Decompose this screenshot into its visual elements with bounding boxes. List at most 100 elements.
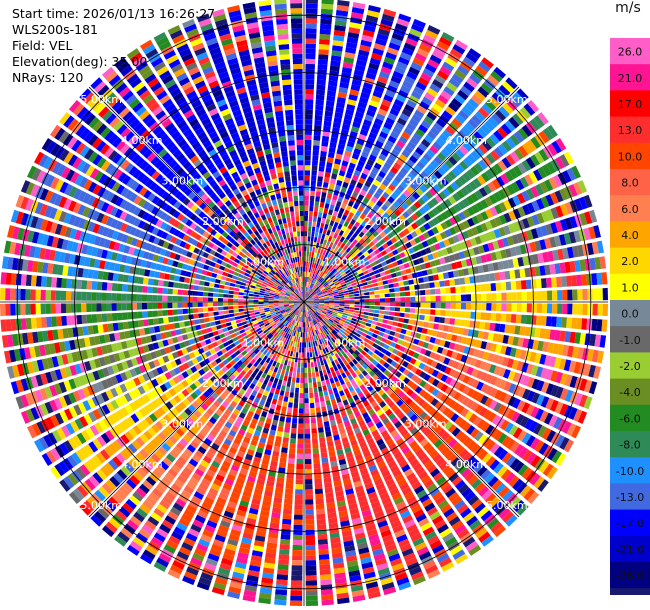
velocity-gate <box>154 435 164 445</box>
velocity-gate <box>213 478 223 487</box>
velocity-gate <box>283 320 288 326</box>
velocity-gate <box>332 348 337 355</box>
velocity-gate <box>576 347 584 360</box>
velocity-gate <box>495 109 507 122</box>
velocity-gate <box>305 570 317 576</box>
velocity-gate <box>493 462 504 474</box>
velocity-gate <box>261 577 274 584</box>
velocity-gate <box>302 317 304 323</box>
velocity-gate <box>309 301 315 302</box>
velocity-gate <box>122 482 134 493</box>
velocity-gate <box>373 43 386 51</box>
velocity-gate <box>399 252 406 259</box>
velocity-gate <box>359 263 366 269</box>
velocity-gate <box>305 595 318 601</box>
velocity-gate <box>383 254 390 261</box>
velocity-gate <box>308 297 314 301</box>
velocity-gate <box>313 140 320 146</box>
velocity-gate <box>305 119 313 125</box>
velocity-gate <box>274 325 279 331</box>
velocity-gate <box>529 241 537 253</box>
velocity-gate <box>56 427 67 440</box>
velocity-gate <box>563 439 574 453</box>
velocity-gate <box>151 368 160 377</box>
velocity-gate <box>327 279 333 284</box>
velocity-gate <box>354 302 360 305</box>
velocity-gate <box>279 544 290 550</box>
velocity-gate <box>438 191 447 200</box>
velocity-gate <box>335 283 341 288</box>
velocity-gate <box>399 307 406 312</box>
velocity-gate <box>433 170 443 180</box>
velocity-gate <box>205 451 215 460</box>
velocity-gate <box>392 70 404 80</box>
velocity-gate <box>318 544 329 550</box>
velocity-gate <box>305 48 316 54</box>
velocity-gate <box>351 517 362 525</box>
velocity-gate <box>500 123 512 135</box>
velocity-gate <box>281 406 287 412</box>
velocity-gate <box>312 331 315 337</box>
velocity-gate <box>223 510 234 519</box>
velocity-gate <box>412 462 423 472</box>
velocity-gate <box>331 323 337 328</box>
velocity-gate <box>309 352 313 358</box>
velocity-gate <box>371 215 379 223</box>
velocity-gate <box>126 544 140 556</box>
velocity-gate <box>259 339 265 345</box>
velocity-gate <box>343 221 350 228</box>
velocity-gate <box>470 150 481 161</box>
velocity-gate <box>374 118 384 126</box>
velocity-gate <box>339 343 345 349</box>
velocity-gate <box>336 332 342 338</box>
velocity-gate <box>322 342 327 349</box>
velocity-gate <box>43 434 53 448</box>
velocity-gate <box>242 384 249 391</box>
velocity-gate <box>366 586 380 594</box>
velocity-gate <box>293 309 298 314</box>
velocity-gate <box>444 198 453 208</box>
velocity-gate <box>329 231 335 237</box>
velocity-gate <box>365 334 372 340</box>
velocity-gate <box>250 466 259 473</box>
velocity-gate <box>470 401 479 412</box>
velocity-gate <box>434 194 443 203</box>
velocity-gate <box>231 425 239 433</box>
velocity-gate <box>340 520 350 527</box>
velocity-gate <box>296 310 300 316</box>
velocity-gate <box>53 397 63 410</box>
velocity-gate <box>409 313 415 319</box>
velocity-gate <box>331 261 336 267</box>
velocity-gate <box>365 254 372 261</box>
velocity-gate <box>249 343 255 350</box>
velocity-gate <box>315 99 324 106</box>
velocity-gate <box>433 439 443 448</box>
velocity-gate <box>400 297 406 302</box>
velocity-gate <box>437 152 447 162</box>
velocity-gate <box>493 446 504 458</box>
velocity-gate <box>246 387 253 394</box>
velocity-gate <box>419 100 430 110</box>
velocity-gate <box>286 344 290 351</box>
velocity-gate <box>318 270 322 276</box>
velocity-gate <box>490 70 503 83</box>
velocity-gate <box>461 106 473 117</box>
velocity-gate <box>422 526 435 536</box>
velocity-gate <box>186 430 195 440</box>
velocity-gate <box>143 405 152 415</box>
velocity-gate <box>381 496 392 505</box>
velocity-gate <box>313 286 318 291</box>
velocity-gate <box>304 317 306 323</box>
velocity-gate <box>309 246 313 252</box>
velocity-gate <box>390 341 397 348</box>
velocity-gate <box>530 154 541 167</box>
velocity-gate <box>424 282 430 289</box>
velocity-gate <box>292 308 297 313</box>
velocity-gate <box>325 218 331 225</box>
velocity-gate <box>273 377 279 384</box>
velocity-gate <box>27 425 37 439</box>
velocity-gate <box>159 461 170 471</box>
velocity-gate <box>312 160 318 166</box>
velocity-gate <box>292 418 298 424</box>
velocity-gate <box>525 315 532 325</box>
